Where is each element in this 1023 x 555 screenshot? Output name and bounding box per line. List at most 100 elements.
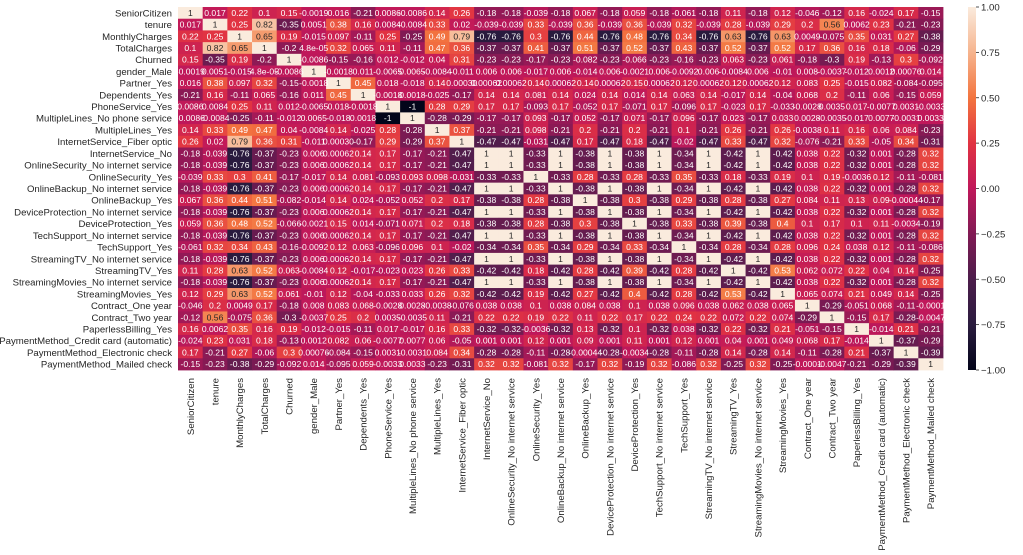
heatmap-cell [572,7,598,20]
heatmap-cell [400,53,426,66]
cell-annotation: -0.11 [674,347,693,357]
heatmap-cell [572,135,598,148]
cell-annotation: 1 [756,184,761,194]
cell-annotation: 0.32 [700,359,717,369]
cell-annotation: -0.039 [598,20,623,30]
heatmap-cell [597,18,623,31]
heatmap-cell [844,252,870,266]
heatmap-cell [646,112,672,125]
cell-annotation: -0.17 [551,113,571,123]
cell-annotation: 1 [657,254,662,264]
heatmap-cell [794,42,821,55]
cell-annotation: -0.17 [403,230,423,240]
cell-annotation: 0.52 [774,43,791,53]
cell-annotation: -0.11 [354,324,373,334]
cell-annotation: -0.0086 [398,8,427,18]
heatmap-cell [548,30,574,43]
heatmap-cell [646,229,672,242]
cell-annotation: -0.17 [477,113,497,123]
heatmap-cell [449,147,475,160]
heatmap-cell [301,77,327,90]
heatmap-cell [696,18,722,31]
heatmap-cell [918,147,944,160]
cell-annotation: -0.21 [822,137,842,147]
cell-annotation: -0.38 [501,219,521,229]
heatmap-cell [252,217,278,230]
cell-annotation: 0.44 [231,195,248,205]
cell-annotation: 0.34 [898,137,915,147]
heatmap-cell [252,7,278,20]
heatmap-cell [474,159,500,172]
cell-annotation: -0.18 [181,254,201,264]
cell-annotation: -0.76 [600,31,620,41]
heatmap-cell [424,170,450,184]
x-tick-label: tenure [211,378,222,405]
cell-annotation: -0.11 [897,301,916,311]
cell-annotation: 1 [657,230,662,240]
cell-annotation: 0.1 [801,219,813,229]
cell-annotation: 0.059 [624,8,646,18]
cell-annotation: -0.21 [896,20,916,30]
cell-annotation: 0.0077 [399,336,426,346]
cell-annotation: -0.23 [600,55,620,65]
cell-annotation: 0.082 [871,78,893,88]
cell-annotation: -0.25 [723,359,743,369]
heatmap-cell [326,241,352,254]
heatmap-cell [622,124,648,137]
heatmap-cell [745,159,771,172]
heatmap-cell [868,182,895,195]
heatmap-cell [350,252,376,266]
heatmap-cell [202,88,228,102]
cell-annotation: -0.0047 [817,359,846,369]
heatmap-cell [548,170,574,184]
cell-annotation: -0.37 [551,43,571,53]
cell-annotation: 1 [484,148,489,158]
heatmap-cell [375,77,401,90]
cell-annotation: -0.017 [524,66,549,76]
cell-annotation: -0.29 [452,113,472,123]
heatmap-cell [671,112,697,125]
cell-annotation: -0.21 [501,125,521,135]
cell-annotation: -0.23 [699,55,719,65]
cell-annotation: 0.36 [577,20,594,30]
cell-annotation: 0.1 [851,219,863,229]
cell-annotation: 0.32 [503,359,520,369]
cell-annotation: 0.001 [871,160,893,170]
cell-annotation: -0.32 [847,184,867,194]
cell-annotation: 0.00062 [323,277,354,287]
cell-annotation: -0.092 [277,359,302,369]
heatmap-cell [819,135,845,148]
heatmap-cell [301,276,327,289]
heatmap-cell [375,112,401,125]
cell-annotation: -0.0035 [817,113,846,123]
cell-annotation: 0.038 [698,301,720,311]
heatmap-cell [449,252,475,266]
cell-annotation: 1 [607,148,612,158]
heatmap-cell [918,65,944,78]
heatmap-cell [646,276,672,289]
cell-annotation: -0.38 [748,195,768,205]
cell-annotation: -0.11 [403,43,422,53]
cell-annotation: 1 [484,207,489,217]
cell-annotation: -0.42 [649,289,669,299]
cell-annotation: -0.11 [897,172,916,182]
cell-annotation: 0.06 [429,336,446,346]
cell-annotation: 1 [583,195,588,205]
cell-annotation: -0.23 [427,359,447,369]
heatmap-cell [424,65,450,78]
heatmap-cell [474,252,500,266]
cell-annotation: 0.17 [577,137,594,147]
heatmap-cell [696,88,722,102]
y-tick-label: Partner_Yes [120,79,173,90]
heatmap-cell [745,170,771,184]
cell-annotation: 0.34 [676,31,693,41]
heatmap-cell [770,124,796,137]
heatmap-cell [572,159,598,172]
cell-annotation: 0.14 [725,347,742,357]
x-tick-label: TotalCharges [260,378,271,435]
cell-annotation: 0.16 [848,43,865,53]
cell-annotation: 0.52 [626,43,643,53]
cell-annotation: -0.00044 [568,347,602,357]
cell-annotation: 0.001 [871,207,893,217]
heatmap-cell [326,112,352,125]
